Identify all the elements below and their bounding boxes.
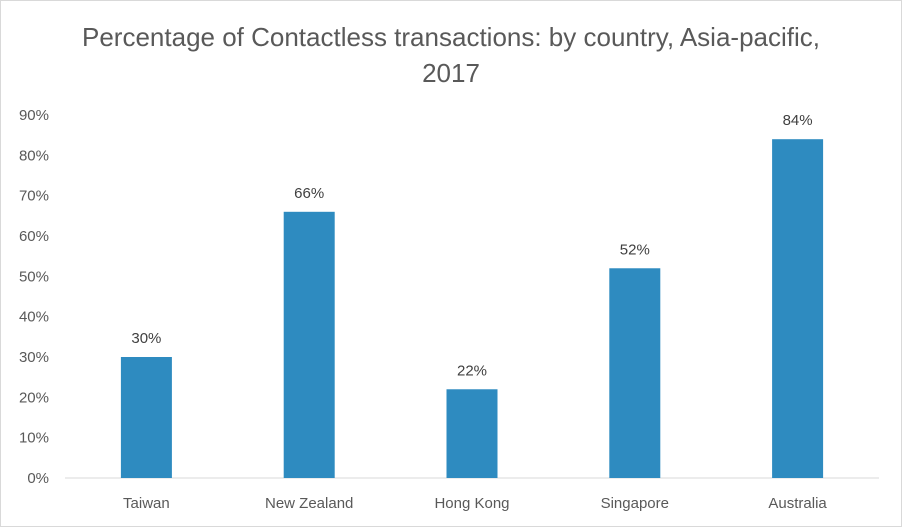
y-tick-label: 40% xyxy=(19,309,49,326)
x-tick-label: New Zealand xyxy=(265,495,353,512)
bar xyxy=(609,268,661,478)
bar xyxy=(446,389,498,478)
data-label: 66% xyxy=(294,185,324,202)
data-label: 22% xyxy=(457,362,487,379)
y-tick-label: 0% xyxy=(27,470,49,487)
y-tick-label: 80% xyxy=(19,147,49,164)
y-tick-label: 20% xyxy=(19,389,49,406)
bar xyxy=(283,211,335,479)
data-label: 52% xyxy=(620,241,650,258)
y-tick-label: 10% xyxy=(19,430,49,447)
y-tick-label: 90% xyxy=(19,107,49,124)
x-tick-label: Taiwan xyxy=(123,495,170,512)
y-tick-label: 60% xyxy=(19,228,49,245)
data-label: 30% xyxy=(131,330,161,347)
y-tick-label: 30% xyxy=(19,349,49,366)
x-tick-label: Australia xyxy=(768,495,827,512)
x-tick-label: Singapore xyxy=(601,495,669,512)
data-label: 84% xyxy=(783,112,813,129)
bar xyxy=(120,357,172,478)
y-tick-label: 70% xyxy=(19,188,49,205)
chart-title: Percentage of Contactless transactions: … xyxy=(82,22,820,88)
bar xyxy=(772,139,824,478)
y-tick-label: 50% xyxy=(19,268,49,285)
x-tick-label: Hong Kong xyxy=(434,495,509,512)
